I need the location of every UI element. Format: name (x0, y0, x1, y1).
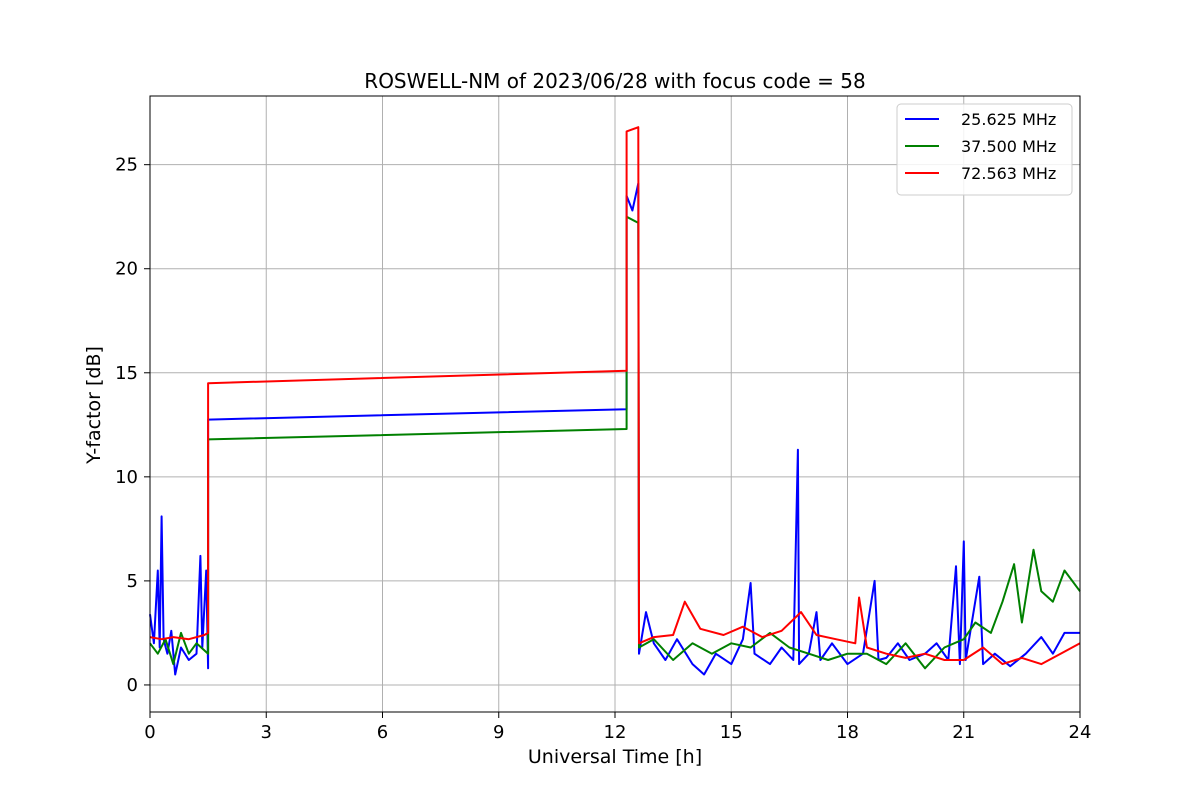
series-layer (149, 126, 1081, 676)
legend-label: 25.625 MHz (961, 110, 1056, 129)
x-tick-label: 15 (720, 722, 743, 743)
tick-layer: 0 3 6 9 12 15 18 21 24 0 5 10 15 20 25 (115, 155, 1091, 743)
series-line-3 (149, 126, 1081, 666)
legend-box (896, 103, 1073, 196)
chart-title: ROSWELL-NM of 2023/06/28 with focus code… (364, 69, 865, 93)
y-tick-label: 20 (115, 259, 138, 280)
y-axis-label: Y-factor [dB] (83, 346, 105, 465)
x-tick-label: 3 (261, 722, 272, 743)
legend: 25.625 MHz 37.500 MHz 72.563 MHz (896, 103, 1073, 196)
legend-label: 37.500 MHz (961, 137, 1056, 156)
x-tick-label: 18 (836, 722, 859, 743)
y-tick-label: 25 (115, 155, 138, 176)
x-tick-label: 0 (144, 722, 155, 743)
legend-label: 72.563 MHz (961, 164, 1056, 183)
x-tick-label: 6 (377, 722, 388, 743)
series-line-2 (149, 215, 1081, 670)
y-tick-label: 0 (127, 675, 138, 696)
series-line-1 (149, 182, 1080, 676)
x-tick-label: 21 (952, 722, 975, 743)
x-tick-label: 24 (1069, 722, 1092, 743)
grid-layer (149, 96, 1081, 712)
x-tick-label: 12 (604, 722, 627, 743)
y-tick-label: 15 (115, 363, 138, 384)
y-tick-label: 10 (115, 467, 138, 488)
y-tick-label: 5 (127, 571, 138, 592)
x-tick-label: 9 (493, 722, 504, 743)
x-axis-label: Universal Time [h] (528, 746, 702, 768)
